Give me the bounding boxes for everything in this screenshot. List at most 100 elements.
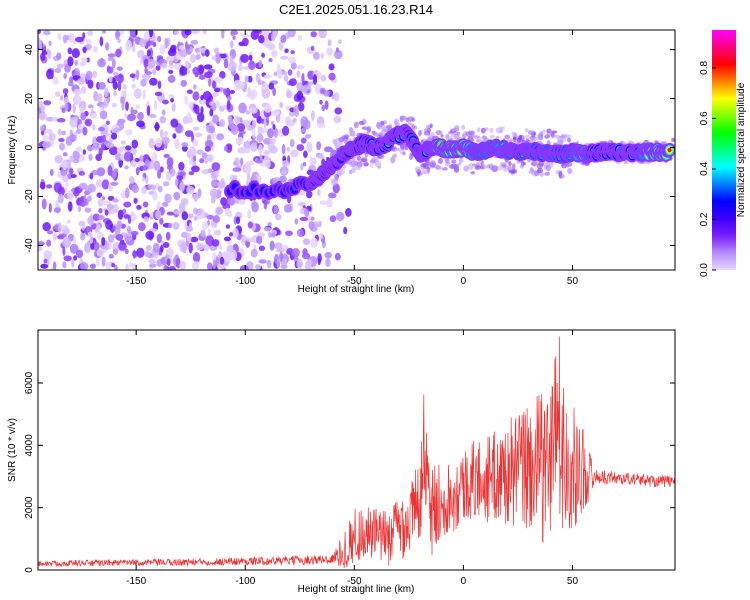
noise-blob [74,59,79,66]
noise-blob [248,54,253,61]
noise-blob [190,39,199,45]
noise-blob [212,259,216,270]
x-tick-label: -50 [347,276,362,287]
noise-blob [284,48,289,54]
halo-blob [566,161,573,167]
noise-blob [38,241,45,247]
noise-blob [40,263,49,269]
noise-blob [62,152,68,157]
colorbar-tick-label: 0.0 [699,263,710,277]
noise-blob [179,48,188,58]
noise-blob [186,232,192,243]
noise-blob [166,156,174,168]
noise-blob [247,75,253,83]
spectrogram-axes: -150 -100 -50 0 50 -40 -20 0 20 40 [24,30,675,287]
noise-blob [152,34,157,43]
noise-blob [243,140,252,150]
noise-blob [188,242,193,254]
noise-blob [170,97,175,103]
y-tick-label: 0 [24,567,35,573]
noise-blob [103,97,109,109]
noise-blob [212,114,220,124]
noise-blob [189,236,199,243]
noise-blob [77,204,82,213]
halo-blob [480,165,484,170]
noise-blob [72,103,76,114]
noise-blob [120,140,126,145]
noise-blob [72,158,80,164]
noise-blob [126,113,136,122]
noise-blob [159,44,166,55]
noise-blob [239,157,244,166]
halo-blob [544,171,550,176]
halo-blob [343,134,350,139]
noise-blob [300,116,309,128]
noise-blob [220,197,228,206]
noise-blob [110,132,118,140]
noise-blob [136,120,145,128]
noise-blob [104,240,110,251]
halo-blob [373,132,380,137]
noise-blob [172,133,177,139]
noise-blob [58,142,66,151]
noise-blob [105,220,114,230]
noise-blob [117,209,124,220]
noise-blob [326,47,333,56]
noise-blob [266,259,272,269]
halo-blob [332,138,338,145]
noise-blob [290,50,295,55]
noise-blob [101,196,106,201]
noise-blob [42,141,52,149]
noise-blob [124,187,130,199]
noise-blob [180,231,189,239]
noise-blob [131,139,139,149]
noise-blob [104,42,110,51]
noise-blob [167,49,177,57]
noise-blob [294,218,299,225]
noise-blob [165,231,171,241]
noise-blob [258,59,263,68]
noise-blob [106,203,115,210]
noise-blob [53,207,61,213]
noise-blob [153,160,161,171]
noise-blob [47,49,52,60]
noise-blob [85,70,93,81]
noise-blob [287,69,293,76]
noise-blob [317,122,326,129]
noise-blob [123,201,132,208]
noise-blob [227,197,236,206]
halo-blob [477,127,481,133]
noise-blob [52,261,57,270]
colorbar: 0.0 0.2 0.4 0.6 0.8 Normalized spectral ampl… [699,30,747,277]
noise-blob [269,240,275,251]
noise-blob [229,89,236,94]
noise-blob [141,186,147,195]
noise-blob [42,222,51,232]
noise-blob [319,99,323,105]
noise-blob [227,61,237,72]
noise-blob [281,125,290,136]
noise-blob [92,70,98,79]
noise-blob [126,225,131,233]
noise-blob [166,258,171,266]
noise-blob [240,33,250,39]
noise-blob [74,36,84,43]
noise-blob [67,190,74,201]
noise-blob [162,201,169,207]
noise-blob [79,262,89,270]
noise-blob [84,198,89,206]
noise-blob [296,90,304,101]
halo-blob [396,147,400,151]
halo-blob [524,134,531,140]
noise-blob [106,133,111,138]
noise-blob [218,53,227,59]
noise-blob [99,110,108,120]
noise-blob [147,184,157,190]
noise-blob [265,150,270,155]
noise-blob [66,219,71,224]
noise-blob [214,76,223,83]
noise-blob [245,110,251,115]
colorbar-ticks: 0.0 0.2 0.4 0.6 0.8 [699,61,716,277]
spectrogram-x-label: Height of straight line (km) [298,284,415,295]
halo-blob [451,159,457,164]
